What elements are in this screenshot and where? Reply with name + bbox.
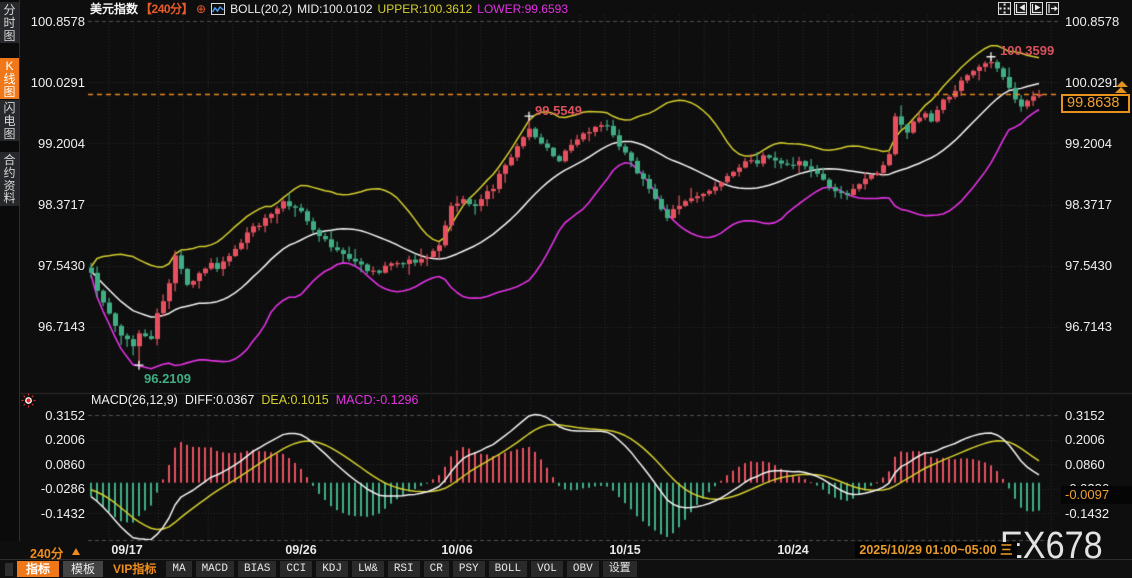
price-tick-label-left: 97.5430: [38, 258, 85, 274]
price-tick-label-right: 97.5430: [1065, 258, 1112, 274]
price-up-arrow-icon: [1116, 81, 1128, 88]
date-label: 10/15: [609, 543, 641, 557]
boll-mid-value: MID:100.0102: [297, 1, 373, 16]
shift-right-icon[interactable]: [1046, 2, 1059, 15]
toolbar-button-VIP指标[interactable]: VIP指标: [113, 562, 157, 576]
toolbar-button-指标[interactable]: 指标: [17, 561, 60, 577]
price-tick-label-left: 99.2004: [38, 135, 85, 151]
toolbar-button-KDJ[interactable]: KDJ: [316, 561, 349, 577]
expand-indicator-icon[interactable]: ⊕: [196, 1, 207, 16]
macd-tick-label-left: -0.0286: [40, 481, 85, 497]
indicator-name[interactable]: BOLL(20,2): [230, 1, 293, 16]
toolbar-button-模板[interactable]: 模板: [63, 561, 104, 577]
line-chart-icon[interactable]: [211, 2, 226, 15]
annotation-swing-high-price: 99.5549: [535, 103, 582, 119]
price-tick-label-left: 100.8578: [30, 13, 85, 29]
macd-hist-value: MACD:-0.1296: [335, 393, 419, 407]
date-label: 09/26: [285, 543, 317, 557]
current-candle-time: 2025/10/29 01:00~05:00 三: [855, 542, 1017, 558]
macd-tick-label-left: 0.3152: [45, 407, 85, 423]
expand-x-axis-icon[interactable]: [1030, 2, 1043, 15]
price-up-arrow-icon: [1115, 87, 1127, 94]
sidebar-item-kline-chart[interactable]: K线图: [0, 58, 19, 100]
sidebar-item-lightning-chart[interactable]: 闪电图: [0, 100, 19, 142]
timeframe-selector[interactable]: 240分: [30, 547, 64, 561]
current-price-box: 99.8638: [1061, 93, 1130, 113]
price-tick-label-right: 98.3717: [1065, 197, 1112, 213]
price-tick-label-left: 98.3717: [38, 197, 85, 213]
time-axis: 240分 2025/10/29 01:00~05:00 三 09/17 09/26…: [0, 541, 1132, 561]
macd-current-value-box: -0.0097: [1061, 486, 1132, 504]
pan-icon[interactable]: [998, 2, 1011, 15]
chart-header: 美元指数 【240分】 ⊕ BOLL(20,2) MID:100.0102 UP…: [90, 1, 568, 17]
timeframe-label: 【240分】: [140, 2, 194, 16]
macd-tick-label-right: -0.1432: [1065, 505, 1110, 521]
macd-tick-label-left: 0.0860: [45, 456, 85, 472]
price-tick-label-right: 100.8578: [1065, 13, 1120, 29]
boll-lower-value: LOWER:99.6593: [477, 1, 568, 16]
chart-type-sidebar: 分时图 K线图 闪电图合约资料: [0, 0, 20, 541]
toolbar-items: 指标 模板 VIP指标 MA MACD BIAS CCI KDJ LW& RSI CR PSY BOLL…: [17, 561, 637, 577]
toolbar-button-设置[interactable]: 设置: [602, 561, 637, 577]
toolbar-button-BIAS[interactable]: BIAS: [237, 561, 277, 577]
toolbar-button-RSI[interactable]: RSI: [387, 561, 420, 577]
boll-upper-value: UPPER:100.3612: [377, 1, 473, 16]
date-label: 09/17: [111, 543, 143, 557]
sidebar-item-contract-info[interactable]: 合约资料: [0, 152, 19, 207]
macd-dea-value: DEA:0.1015: [261, 393, 329, 407]
annotation-high-price: 100.3599: [1000, 42, 1055, 58]
compress-x-axis-icon[interactable]: [1014, 2, 1027, 15]
price-tick-label-left: 100.0291: [30, 74, 85, 90]
timeframe-up-arrow-icon[interactable]: [72, 548, 80, 555]
macd-tick-label-right: 0.0860: [1065, 456, 1105, 472]
toolbar-handle[interactable]: [5, 563, 13, 576]
toolbar-button-VOL[interactable]: VOL: [531, 561, 563, 577]
symbol-name: 美元指数: [90, 2, 139, 16]
indicator-close-icon[interactable]: [21, 393, 36, 413]
toolbar-button-CR[interactable]: CR: [423, 561, 449, 577]
date-label: 10/24: [777, 543, 809, 557]
sidebar-divider: [19, 0, 20, 541]
macd-params[interactable]: MACD(26,12,9): [91, 393, 178, 407]
watermark: EX678: [1000, 525, 1103, 567]
price-tick-label-right: 100.0291: [1065, 74, 1120, 90]
macd-tick-label-right: 0.3152: [1065, 407, 1105, 423]
toolbar-button-MACD[interactable]: MACD: [195, 561, 234, 577]
toolbar-button-LW&[interactable]: LW&: [352, 561, 384, 577]
price-tick-label-right: 96.7143: [1065, 319, 1112, 335]
annotation-low-price: 96.2109: [144, 371, 191, 387]
bottom-toolbar: 指标 模板 VIP指标 MA MACD BIAS CCI KDJ LW& RSI CR PSY BOLL…: [0, 559, 1132, 578]
toolbar-button-BOLL[interactable]: BOLL: [488, 561, 528, 577]
macd-tick-label-left: -0.1432: [40, 505, 85, 521]
toolbar-button-OBV[interactable]: OBV: [566, 561, 599, 577]
macd-diff-value: DIFF:0.0367: [184, 393, 255, 407]
price-tick-label-left: 96.7143: [38, 319, 85, 335]
date-label: 10/06: [441, 543, 473, 557]
toolbar-button-CCI[interactable]: CCI: [280, 561, 313, 577]
toolbar-button-PSY[interactable]: PSY: [452, 561, 485, 577]
price-tick-label-right: 99.2004: [1065, 135, 1112, 151]
macd-tick-label-left: 0.2006: [45, 432, 85, 448]
macd-indicator-header: MACD(26,12,9) DIFF:0.0367 DEA:0.1015 MAC…: [91, 393, 418, 407]
toolbar-button-MA[interactable]: MA: [166, 561, 192, 577]
sidebar-item-time-chart[interactable]: 分时图: [0, 2, 19, 44]
chart-toolbar-buttons: [998, 2, 1059, 15]
macd-tick-label-right: 0.2006: [1065, 432, 1105, 448]
